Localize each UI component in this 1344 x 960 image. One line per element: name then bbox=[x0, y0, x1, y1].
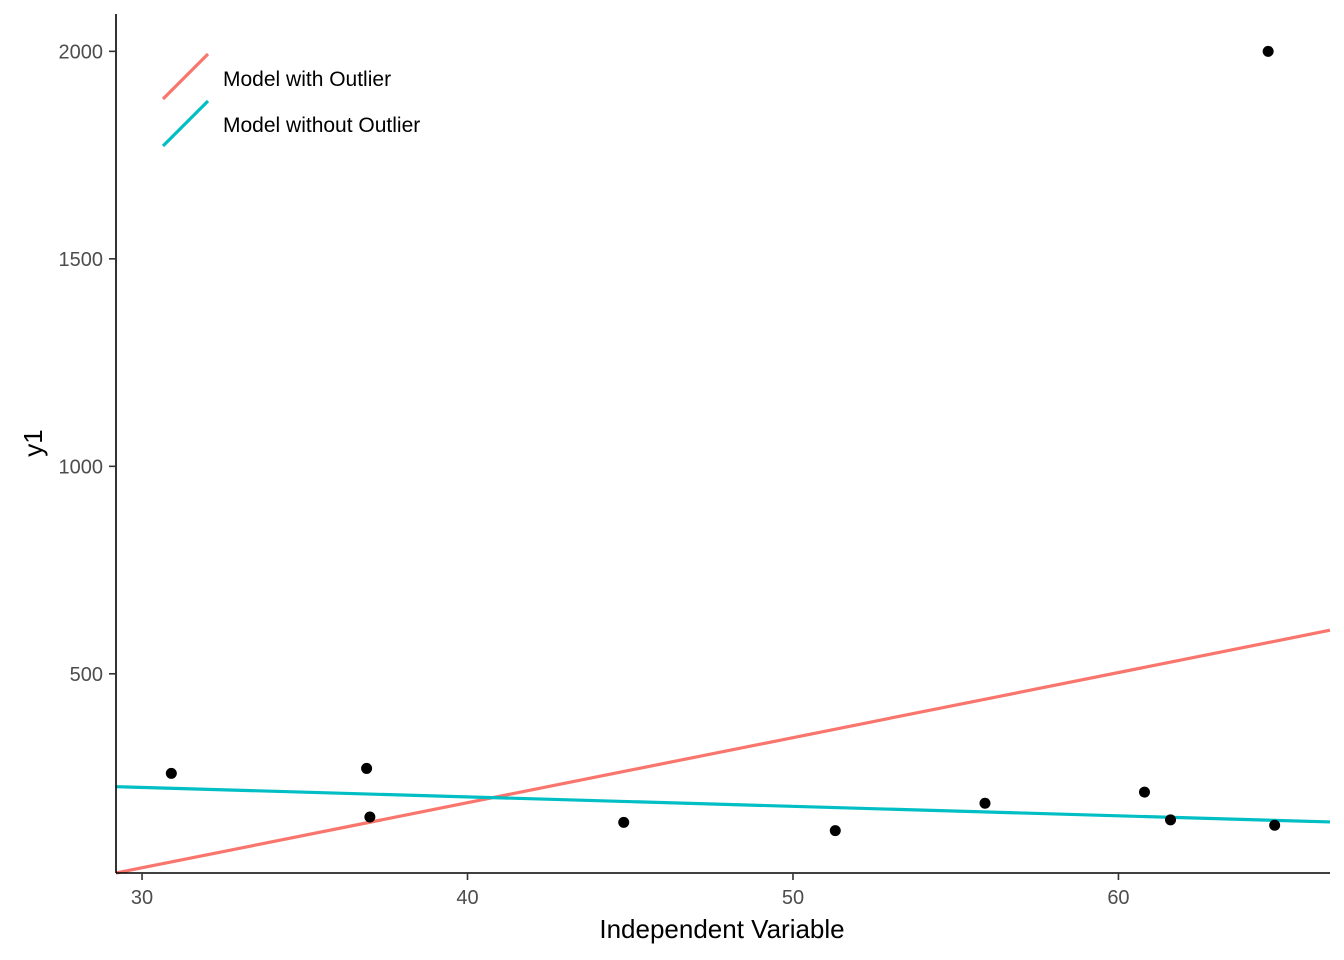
legend-key-model-without-outlier bbox=[161, 99, 210, 148]
data-point bbox=[1138, 786, 1150, 798]
legend: Model with Outlier Model without Outlier bbox=[161, 52, 420, 148]
data-points bbox=[165, 45, 1281, 837]
y-tick-label: 2000 bbox=[59, 41, 104, 63]
x-tick-label: 30 bbox=[131, 887, 153, 909]
data-point bbox=[829, 825, 841, 837]
y-tick-label: 500 bbox=[70, 664, 103, 686]
data-point bbox=[1165, 814, 1177, 826]
fit-line-model-without-outlier bbox=[115, 785, 1331, 824]
legend-label-model-without-outlier: Model without Outlier bbox=[223, 114, 420, 137]
data-point bbox=[1262, 45, 1274, 57]
data-point bbox=[979, 797, 991, 809]
x-axis-ticks: 30 40 50 60 bbox=[131, 873, 1130, 909]
y-tick-label: 1500 bbox=[59, 249, 104, 271]
x-tick-label: 50 bbox=[782, 887, 804, 909]
fit-lines bbox=[115, 628, 1331, 875]
data-point bbox=[165, 767, 177, 779]
y-axis-title: y1 bbox=[18, 429, 48, 456]
x-tick-label: 40 bbox=[456, 887, 478, 909]
x-axis-title: Independent Variable bbox=[599, 914, 844, 944]
y-tick-label: 1000 bbox=[59, 456, 104, 478]
data-point bbox=[364, 811, 376, 823]
fit-line-model-with-outlier bbox=[115, 628, 1331, 875]
data-point bbox=[1269, 819, 1281, 831]
data-point bbox=[618, 816, 630, 828]
legend-label-model-with-outlier: Model with Outlier bbox=[223, 68, 391, 91]
y-axis-ticks: 500 1000 1500 2000 bbox=[59, 41, 116, 686]
legend-key-model-with-outlier bbox=[161, 52, 210, 101]
data-point bbox=[361, 762, 373, 774]
x-tick-label: 60 bbox=[1107, 887, 1129, 909]
